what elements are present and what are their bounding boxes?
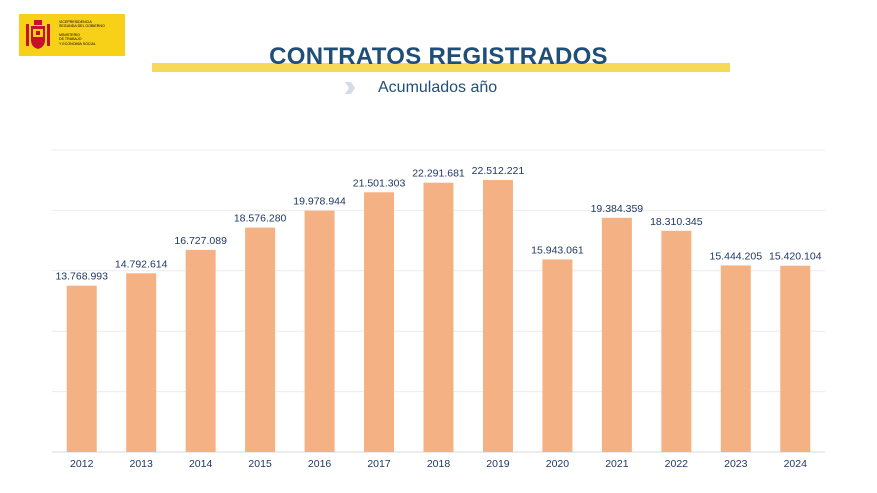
page-title: CONTRATOS REGISTRADOS	[269, 43, 608, 70]
x-tick-label-2018: 2018	[427, 458, 451, 470]
logo-line: y Economía Social	[59, 41, 96, 46]
bar-2021	[601, 217, 632, 452]
x-tick-label-2020: 2020	[546, 458, 570, 470]
bar-2017	[364, 192, 395, 452]
bar-2019	[482, 180, 513, 452]
x-tick-label-2013: 2013	[130, 458, 154, 470]
data-label-2019: 22.512.221	[472, 165, 525, 177]
bar-2014	[185, 249, 216, 452]
subtitle-row: Acumulados año	[344, 78, 497, 98]
title-underline-bar	[152, 63, 730, 72]
data-label-2012: 13.768.993	[55, 271, 108, 283]
bar-2022	[661, 230, 692, 452]
bar-2016	[304, 210, 335, 452]
logo-line: Vicepresidencia	[59, 20, 92, 24]
x-tick-label-2019: 2019	[486, 458, 510, 470]
logo-line: Segunda del Gobierno	[59, 24, 105, 29]
data-label-2014: 16.727.089	[174, 235, 227, 247]
data-label-2020: 15.943.061	[531, 244, 584, 256]
x-tick-label-2023: 2023	[724, 458, 748, 470]
bar-2018	[423, 182, 454, 452]
bar-2013	[126, 273, 157, 452]
data-label-2013: 14.792.614	[115, 258, 168, 270]
x-tick-label-2015: 2015	[248, 458, 272, 470]
data-label-2021: 19.384.359	[591, 203, 644, 215]
data-label-2022: 18.310.345	[650, 216, 703, 228]
page-subtitle: Acumulados año	[378, 79, 498, 96]
x-tick-label-2012: 2012	[70, 458, 94, 470]
x-tick-label-2014: 2014	[189, 458, 213, 470]
government-logo: Vicepresidencia Segunda del Gobierno Min…	[19, 14, 125, 56]
bar-2015	[245, 227, 276, 452]
bar-2023	[720, 265, 751, 452]
bar-2024	[780, 265, 811, 452]
chevron-right-icon	[345, 82, 355, 94]
logo-line: de Trabajo	[59, 37, 82, 42]
x-tick-label-2017: 2017	[367, 458, 391, 470]
data-label-2024: 15.420.104	[769, 251, 822, 263]
logo-text: Vicepresidencia Segunda del Gobierno Min…	[59, 20, 123, 46]
data-label-2016: 19.978.944	[293, 196, 346, 208]
data-label-2015: 18.576.280	[234, 213, 287, 225]
logo-line: Ministerio	[59, 32, 80, 37]
x-tick-label-2021: 2021	[605, 458, 629, 470]
coat-of-arms-icon	[26, 20, 50, 49]
x-tick-label-2016: 2016	[308, 458, 332, 470]
bar-2020	[542, 259, 573, 452]
x-tick-label-2024: 2024	[784, 458, 808, 470]
x-tick-label-2022: 2022	[665, 458, 689, 470]
data-label-2017: 21.501.303	[353, 177, 406, 189]
bar-2012	[66, 285, 97, 452]
data-label-2018: 22.291.681	[412, 168, 465, 180]
data-label-2023: 15.444.205	[710, 250, 763, 262]
